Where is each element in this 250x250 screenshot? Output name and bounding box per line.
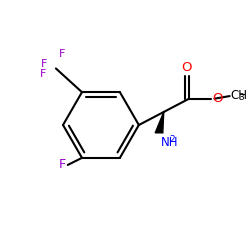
Text: F: F (40, 59, 47, 69)
Text: 2: 2 (170, 135, 175, 144)
Text: F: F (59, 158, 66, 172)
Polygon shape (155, 112, 164, 133)
Text: NH: NH (161, 136, 179, 149)
Text: CH: CH (231, 89, 248, 102)
Text: 3: 3 (238, 93, 244, 102)
Text: O: O (212, 92, 222, 106)
Text: O: O (182, 61, 192, 74)
Text: F: F (40, 69, 46, 79)
Text: F: F (59, 50, 65, 59)
